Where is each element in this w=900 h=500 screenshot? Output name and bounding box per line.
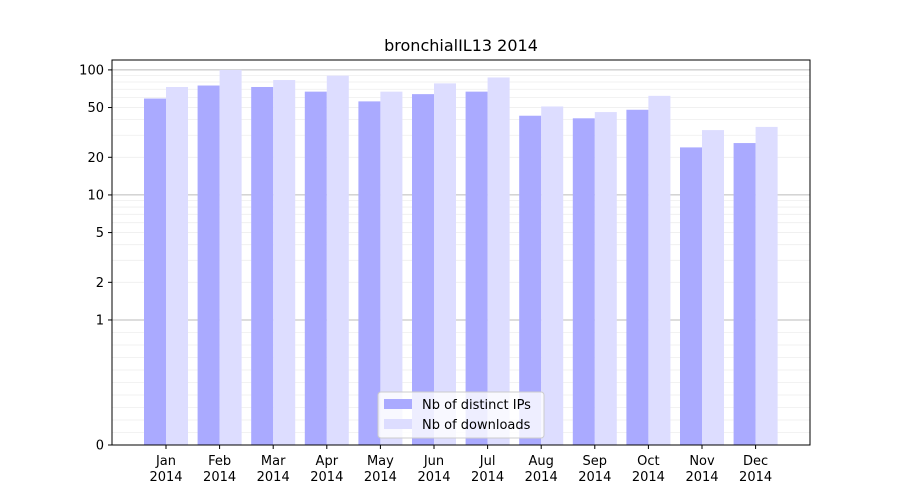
chart-title: bronchialIL13 2014 [384,36,538,55]
plot-frame [111,59,811,446]
legend-swatch-downloads [384,419,412,429]
y-tick-label: 2 [96,276,104,291]
y-tick-label: 50 [87,101,104,116]
bar-distinct-ips [144,98,166,446]
y-tick-label: 1 [96,313,104,328]
x-tick-label: Jun 2014 [417,454,450,485]
bar-distinct-ips [680,147,702,446]
x-tick-label: Apr 2014 [310,454,343,485]
bar-downloads [487,77,510,445]
y-tick-label: 20 [87,151,104,166]
bar-downloads [273,80,296,445]
x-tick-label: Dec 2014 [739,454,772,485]
bar-downloads [326,75,349,446]
y-tick-label: 100 [79,63,104,78]
y-tick-label: 0 [96,439,104,454]
bar-distinct-ips [197,85,220,445]
y-tick-label: 5 [96,226,104,241]
bar-distinct-ips [304,91,327,445]
bar-distinct-ips [412,94,434,446]
bar-downloads [755,126,778,446]
legend-label-downloads: Nb of downloads [422,418,531,433]
bar-distinct-ips [572,118,595,445]
bar-downloads [594,112,617,445]
bar-downloads [434,83,456,445]
x-tick-label: Oct 2014 [632,454,665,485]
x-tick-label: Feb 2014 [203,454,236,485]
bar-distinct-ips [626,109,649,445]
bar-downloads [380,91,403,445]
bar-distinct-ips [358,101,381,445]
x-tick-label: Mar 2014 [257,454,290,485]
bar-distinct-ips [733,143,756,445]
x-tick-label: Aug 2014 [525,454,558,485]
x-tick-label: Nov 2014 [685,454,718,485]
bar-distinct-ips [465,91,488,445]
bars [144,69,778,446]
bar-downloads [648,95,671,446]
bar-downloads [541,106,564,445]
legend-swatch-distinct-ips [384,399,412,409]
x-tick-label: Jul 2014 [471,454,504,485]
axes: 0 1 2 5 10 20 50 100 Jan 2014 Feb 2014 Mar 2014 Apr 201… [79,63,772,485]
y-tick-label: 10 [87,188,104,203]
bar-downloads [702,130,724,445]
legend-box [377,391,545,439]
bar-distinct-ips [251,86,274,445]
bar-downloads [166,86,188,445]
x-tick-label: Jan 2014 [149,454,182,485]
x-tick-label: Sep 2014 [578,454,611,485]
legend: Nb of distinct IPs Nb of downloads [377,391,545,439]
legend-label-distinct-ips: Nb of distinct IPs [422,398,531,413]
bar-distinct-ips [519,115,542,445]
x-tick-label: May 2014 [364,454,397,485]
bar-downloads [219,69,242,446]
